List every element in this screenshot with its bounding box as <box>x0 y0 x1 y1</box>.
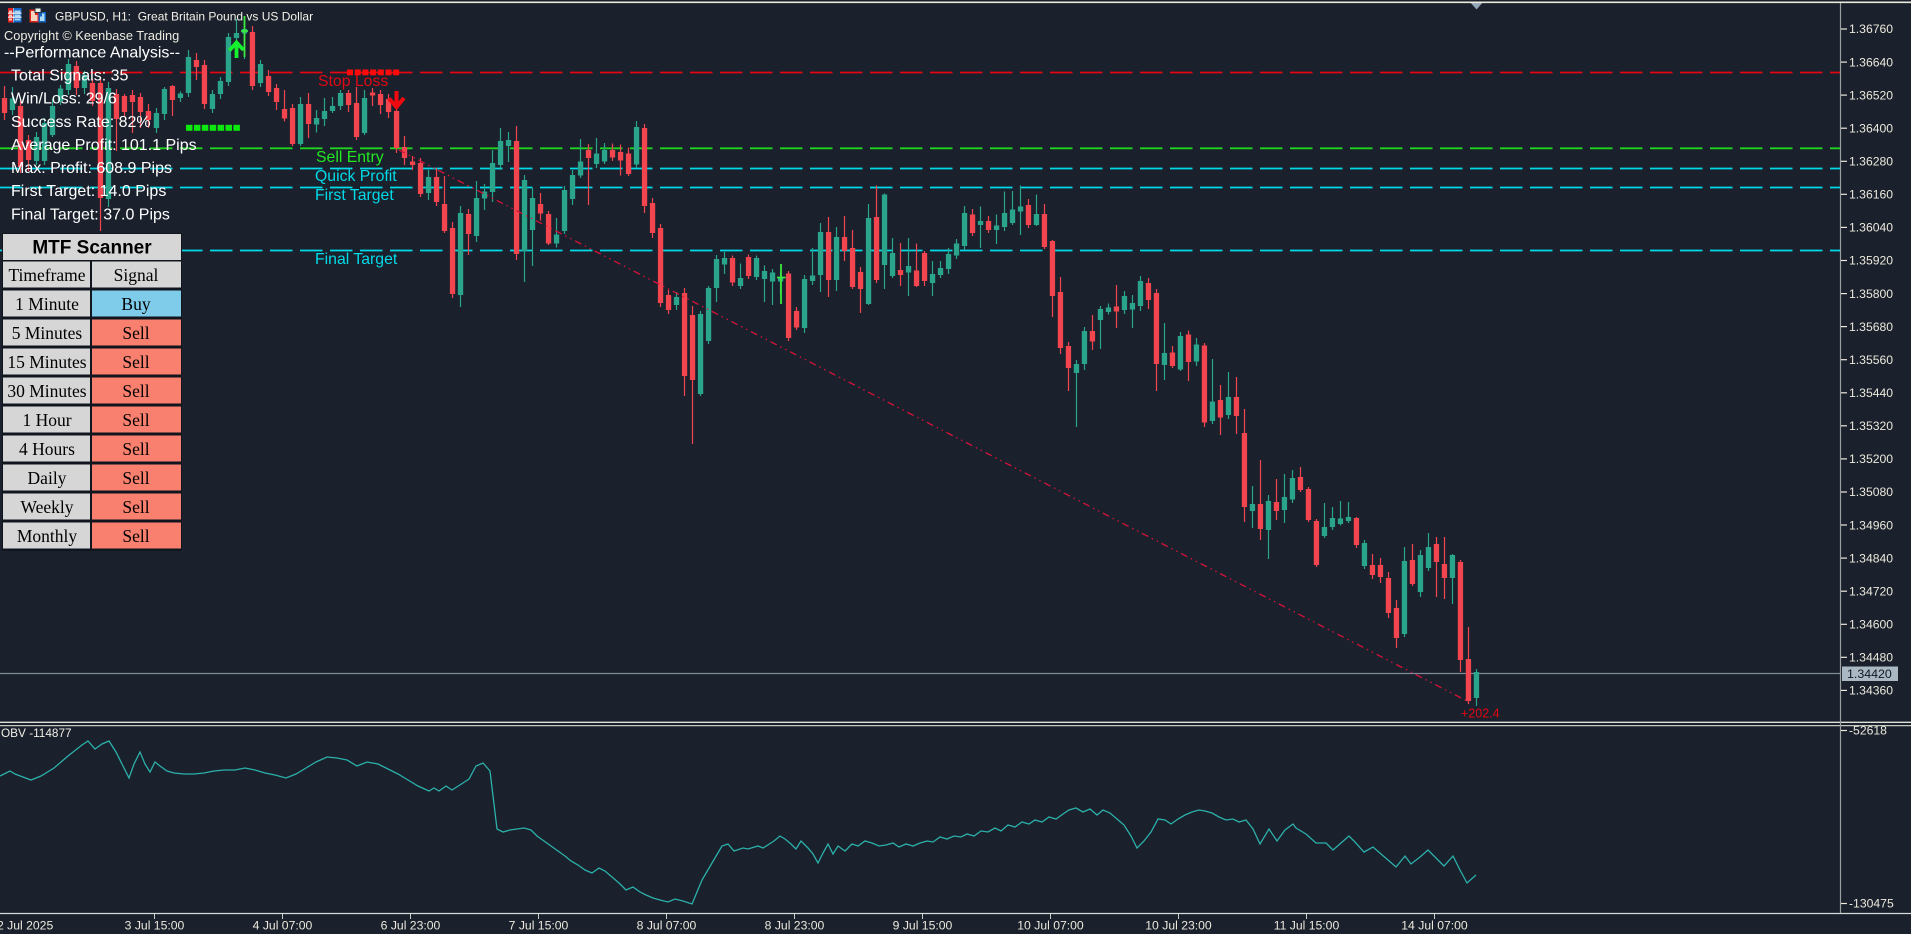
svg-text:7 Jul 15:00: 7 Jul 15:00 <box>509 919 569 933</box>
svg-text:1.36040: 1.36040 <box>1849 221 1893 235</box>
svg-text:2 Jul 2025: 2 Jul 2025 <box>0 919 53 933</box>
svg-text:+202.4: +202.4 <box>1461 707 1500 721</box>
svg-text:Sell: Sell <box>122 497 149 517</box>
svg-text:1.35200: 1.35200 <box>1849 452 1893 466</box>
svg-text:3 Jul 15:00: 3 Jul 15:00 <box>125 919 185 933</box>
svg-text:Monthly: Monthly <box>17 526 78 546</box>
svg-text:8 Jul 23:00: 8 Jul 23:00 <box>765 919 825 933</box>
svg-text:1.34600: 1.34600 <box>1849 617 1893 631</box>
svg-text:Total Signals: 35: Total Signals: 35 <box>11 68 129 85</box>
svg-text:1.36640: 1.36640 <box>1849 55 1893 69</box>
svg-text:--Performance Analysis--: --Performance Analysis-- <box>4 45 180 62</box>
svg-text:1.35920: 1.35920 <box>1849 254 1893 268</box>
svg-text:Sell: Sell <box>122 410 149 430</box>
svg-text:1 Minute: 1 Minute <box>15 294 79 314</box>
svg-text:1.36280: 1.36280 <box>1849 154 1893 168</box>
svg-text:1.34960: 1.34960 <box>1849 518 1893 532</box>
svg-text:Win/Loss: 29/6: Win/Loss: 29/6 <box>11 91 117 108</box>
svg-text:10 Jul 23:00: 10 Jul 23:00 <box>1145 919 1212 933</box>
svg-text:1.36760: 1.36760 <box>1849 22 1893 36</box>
svg-text:1.34480: 1.34480 <box>1849 651 1893 665</box>
svg-text:Quick Profit: Quick Profit <box>315 168 397 185</box>
svg-text:Daily: Daily <box>28 468 67 488</box>
svg-text:-52618: -52618 <box>1849 724 1887 738</box>
svg-text:15 Minutes: 15 Minutes <box>7 352 86 372</box>
svg-text:1 Hour: 1 Hour <box>22 410 71 430</box>
svg-text:11 Jul 15:00: 11 Jul 15:00 <box>1274 919 1340 933</box>
svg-text:Sell: Sell <box>122 381 149 401</box>
svg-text:Sell: Sell <box>122 439 149 459</box>
svg-text:Sell: Sell <box>122 526 149 546</box>
svg-text:Final Target: Final Target <box>315 251 398 268</box>
svg-text:9 Jul 15:00: 9 Jul 15:00 <box>893 919 953 933</box>
svg-text:1.34420: 1.34420 <box>1847 667 1892 681</box>
svg-text:1.35080: 1.35080 <box>1849 485 1893 499</box>
svg-text:First Target: First Target <box>315 187 394 204</box>
svg-text:Signal: Signal <box>114 265 159 285</box>
svg-text:Weekly: Weekly <box>20 497 73 517</box>
svg-text:Copyright © Keenbase Trading: Copyright © Keenbase Trading <box>4 28 179 43</box>
svg-text:Sell Entry: Sell Entry <box>316 149 384 166</box>
svg-text:Average Profit: 101.1 Pips: Average Profit: 101.1 Pips <box>11 137 197 154</box>
svg-text:6 Jul 23:00: 6 Jul 23:00 <box>381 919 441 933</box>
svg-text:Max. Profit: 608.9 Pips: Max. Profit: 608.9 Pips <box>11 160 172 177</box>
svg-text:First Target: 14.0 Pips: First Target: 14.0 Pips <box>11 183 166 200</box>
svg-text:1.35680: 1.35680 <box>1849 320 1893 334</box>
svg-text:30 Minutes: 30 Minutes <box>7 381 86 401</box>
svg-text:GBPUSD, H1: Great Britain Pou: GBPUSD, H1: Great Britain Pound vs US Do… <box>55 10 313 24</box>
svg-text:Sell: Sell <box>122 468 149 488</box>
svg-text:1.36160: 1.36160 <box>1849 188 1893 202</box>
svg-text:10 Jul 07:00: 10 Jul 07:00 <box>1017 919 1084 933</box>
svg-text:1.36520: 1.36520 <box>1849 88 1893 102</box>
svg-text:1.34360: 1.34360 <box>1849 684 1893 698</box>
svg-text:1.35560: 1.35560 <box>1849 353 1893 367</box>
svg-text:Final Target: 37.0 Pips: Final Target: 37.0 Pips <box>11 206 170 223</box>
svg-text:Sell: Sell <box>122 323 149 343</box>
svg-text:1.35320: 1.35320 <box>1849 419 1893 433</box>
svg-text:-130475: -130475 <box>1849 897 1894 911</box>
svg-text:1.35800: 1.35800 <box>1849 287 1893 301</box>
svg-text:5 Minutes: 5 Minutes <box>12 323 83 343</box>
svg-text:8 Jul 07:00: 8 Jul 07:00 <box>637 919 697 933</box>
svg-text:1.36400: 1.36400 <box>1849 121 1893 135</box>
svg-text:4 Jul 07:00: 4 Jul 07:00 <box>253 919 313 933</box>
svg-text:Buy: Buy <box>121 294 150 314</box>
svg-text:4 Hours: 4 Hours <box>19 439 75 459</box>
svg-text:OBV -114877: OBV -114877 <box>1 726 72 740</box>
svg-text:Sell: Sell <box>122 352 149 372</box>
svg-text:Success Rate: 82%: Success Rate: 82% <box>11 114 151 131</box>
svg-text:Stop Loss: Stop Loss <box>318 73 388 90</box>
svg-text:MTF Scanner: MTF Scanner <box>32 238 152 259</box>
svg-text:1.34840: 1.34840 <box>1849 551 1893 565</box>
svg-text:1.35440: 1.35440 <box>1849 386 1893 400</box>
svg-text:Timeframe: Timeframe <box>8 265 85 285</box>
svg-text:14 Jul 07:00: 14 Jul 07:00 <box>1401 919 1468 933</box>
svg-text:1.34720: 1.34720 <box>1849 584 1893 598</box>
